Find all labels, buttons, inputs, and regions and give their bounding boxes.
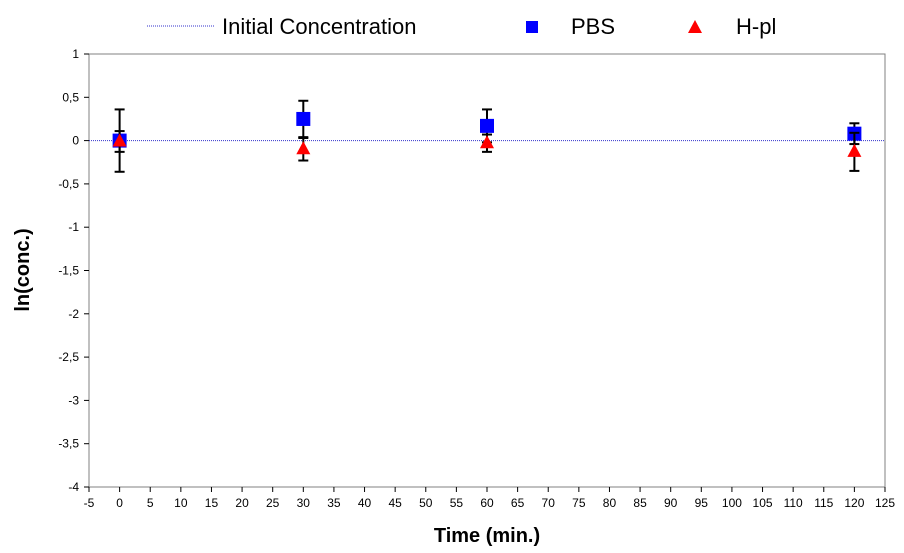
x-axis-ticks: -5 0 5 10 15 20 25 30 35 40 45 50 55 60 65 70 75 80 85 90 95… <box>84 487 895 510</box>
x-tick-label: 45 <box>388 496 402 510</box>
x-tick-label: 20 <box>235 496 249 510</box>
data-point-square <box>296 111 311 126</box>
x-tick-label: 105 <box>753 496 773 510</box>
x-tick-label: 15 <box>205 496 219 510</box>
x-tick-label: 85 <box>633 496 647 510</box>
x-tick-label: 25 <box>266 496 280 510</box>
y-tick-label: -4 <box>68 480 79 494</box>
x-tick-label: 65 <box>511 496 525 510</box>
series-h-pl <box>112 130 862 172</box>
x-tick-label: 35 <box>327 496 341 510</box>
y-tick-label: -3 <box>68 393 79 407</box>
x-tick-label: 95 <box>695 496 709 510</box>
series-layer <box>112 99 862 173</box>
y-tick-label: -1 <box>68 220 79 234</box>
x-tick-label: 80 <box>603 496 617 510</box>
x-tick-label: 75 <box>572 496 586 510</box>
legend: Initial Concentration PBS H-pl <box>147 14 776 39</box>
y-tick-label: 0,5 <box>62 90 79 104</box>
x-tick-label: 125 <box>875 496 895 510</box>
y-tick-label: -2 <box>68 307 79 321</box>
x-tick-label: 100 <box>722 496 742 510</box>
x-tick-label: 115 <box>814 496 833 510</box>
x-tick-label: 30 <box>297 496 311 510</box>
legend-pbs-label: PBS <box>571 14 615 39</box>
x-tick-label: -5 <box>84 496 95 510</box>
y-tick-label: 0 <box>72 134 79 148</box>
data-point-triangle <box>296 141 311 155</box>
legend-initial-concentration-label: Initial Concentration <box>222 14 416 39</box>
x-tick-label: 0 <box>116 496 123 510</box>
x-tick-label: 70 <box>542 496 556 510</box>
y-axis-ticks: 1 0,5 0 -0,5 -1 -1,5 -2 -2,5 -3 -3,5 -4 <box>58 47 89 494</box>
data-point-triangle <box>480 135 494 149</box>
data-point-triangle <box>112 133 127 147</box>
x-tick-label: 60 <box>480 496 494 510</box>
data-point-square <box>480 118 494 133</box>
x-tick-label: 5 <box>147 496 154 510</box>
y-tick-label: -2,5 <box>58 350 79 364</box>
y-tick-label: 1 <box>72 47 79 61</box>
y-tick-label: -1,5 <box>58 264 79 278</box>
legend-hpl-marker <box>688 20 702 33</box>
y-axis-title: ln(conc.) <box>12 228 34 311</box>
y-tick-label: -3,5 <box>58 437 79 451</box>
legend-hpl-label: H-pl <box>736 14 776 39</box>
x-tick-label: 10 <box>174 496 188 510</box>
x-tick-label: 120 <box>844 496 864 510</box>
x-axis-title: Time (min.) <box>434 525 540 547</box>
y-tick-label: -0,5 <box>58 177 79 191</box>
legend-pbs-marker <box>526 21 538 33</box>
x-tick-label: 40 <box>358 496 372 510</box>
x-tick-label: 55 <box>450 496 464 510</box>
data-point-triangle <box>847 143 862 157</box>
x-tick-label: 110 <box>784 496 803 510</box>
x-tick-label: 50 <box>419 496 433 510</box>
x-tick-label: 90 <box>664 496 678 510</box>
